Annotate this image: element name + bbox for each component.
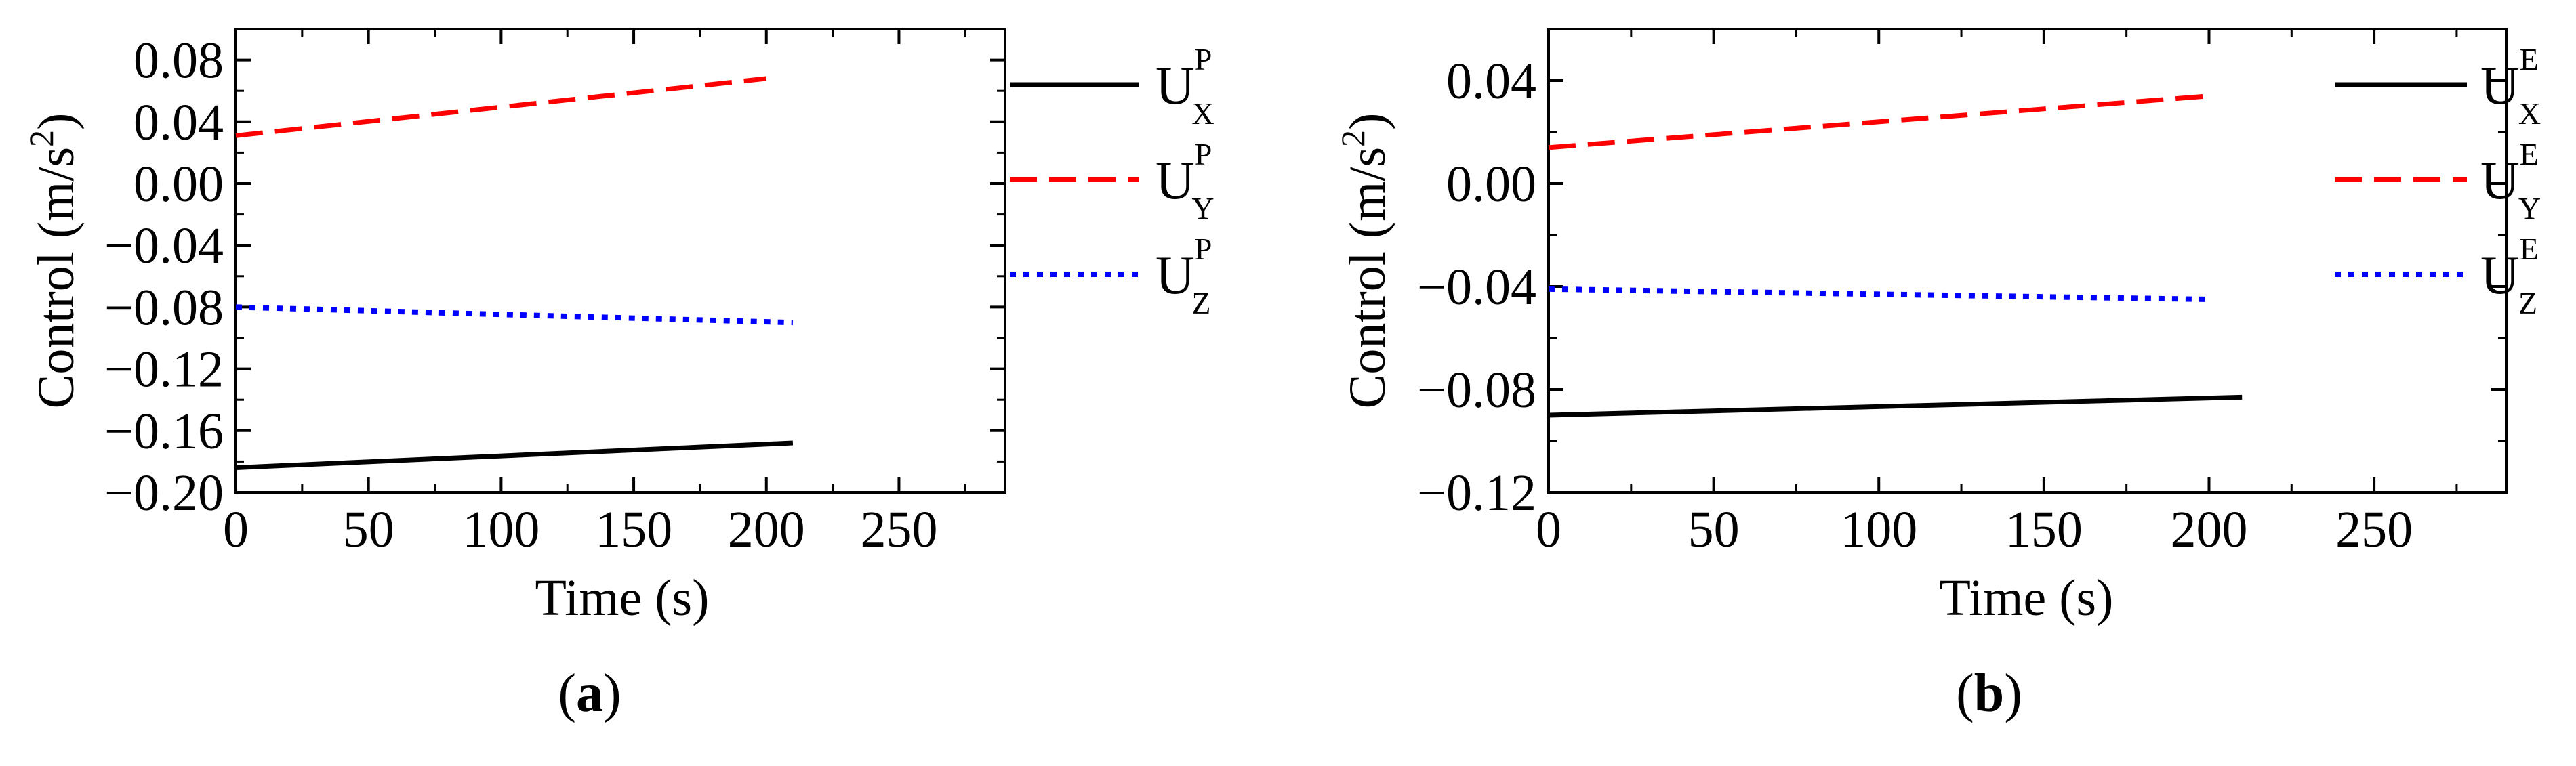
legend-sup: E <box>2520 137 2539 171</box>
plot-frame <box>234 28 1006 494</box>
legend-sub: Y <box>2518 191 2541 226</box>
legend-label-x: UP X <box>1156 42 1214 131</box>
series-line-y <box>1548 93 2209 150</box>
legend-sup: E <box>2520 42 2539 77</box>
legend-sub: Y <box>1191 191 1214 226</box>
legend-sub: Z <box>2518 286 2537 320</box>
legend-name: U <box>2480 246 2520 305</box>
legend-label-x: UE X <box>2480 42 2541 131</box>
y-tick-label: −0.04 <box>1417 259 1536 316</box>
x-tick-label: 50 <box>1688 501 1740 558</box>
y-axis-label-close: ) <box>1339 113 1396 130</box>
chart-panel-b: 0 50 100 150 200 250 0.04 0.00 −0.04 −0.08 −0.12 Ti… <box>1334 28 2541 723</box>
legend-sub: Z <box>1191 286 1210 320</box>
x-tick-label: 200 <box>728 501 805 558</box>
y-tick-label: −0.08 <box>104 279 224 336</box>
legend-sup: P <box>1195 232 1212 266</box>
series-line-x <box>1548 394 2243 418</box>
panel-caption-letter: b <box>1974 664 2005 723</box>
series-line-z <box>235 304 794 326</box>
x-tick-label: 200 <box>2170 501 2247 558</box>
chart-panel-a: 0 50 100 150 200 2500.080.040.00−0.04−0.08−0.… <box>22 28 1214 723</box>
legend-sup: P <box>1195 137 1212 171</box>
legend-label-y: UP Y <box>1156 137 1214 226</box>
legend-name: U <box>1156 246 1195 305</box>
y-tick-label: 0.04 <box>134 94 224 151</box>
y-tick-label: 0.08 <box>134 33 224 89</box>
y-tick-label: −0.12 <box>104 341 224 398</box>
legend-label-z: UE Z <box>2480 232 2539 320</box>
panel-caption: (a) <box>558 664 621 723</box>
y-tick-label: −0.16 <box>104 403 224 460</box>
y-tick-label: −0.20 <box>104 465 224 522</box>
y-axis-label-close: ) <box>28 113 85 130</box>
legend-name: U <box>1156 56 1195 116</box>
y-tick-label: −0.04 <box>104 217 224 274</box>
legend-sup: P <box>1195 42 1212 77</box>
panel-caption-letter: a <box>576 664 603 723</box>
x-axis-label: Time (s) <box>1940 570 2114 626</box>
y-axis-label-sup: 2 <box>1334 130 1372 147</box>
x-axis-label: Time (s) <box>535 570 710 626</box>
panel-caption-close: ) <box>2004 664 2022 723</box>
x-tick-label: 150 <box>2005 501 2083 558</box>
x-tick-label: 100 <box>1840 501 1917 558</box>
legend-sub: X <box>2518 96 2541 131</box>
y-axis-label: Control (m/s2) <box>1334 113 1396 409</box>
y-axis-label-sup: 2 <box>22 130 60 147</box>
legend-sup: E <box>2520 232 2539 266</box>
plot-frame <box>1547 28 2508 494</box>
y-tick-label: 0.00 <box>1446 156 1536 213</box>
legend-name: U <box>1156 151 1195 211</box>
panel-caption-open: ( <box>1956 664 1974 723</box>
y-axis-label-main: Control (m/s <box>1339 147 1396 408</box>
x-tick-label: 0 <box>223 501 249 558</box>
y-tick-label: 0.04 <box>1446 53 1536 110</box>
x-tick-label: 0 <box>1536 501 1561 558</box>
legend-label-z: UP Z <box>1156 232 1212 320</box>
x-tick-label: 150 <box>595 501 672 558</box>
x-tick-label: 50 <box>343 501 394 558</box>
panel-caption-open: ( <box>558 664 576 723</box>
y-tick-label: −0.12 <box>1417 465 1536 522</box>
panel-caption-close: ) <box>603 664 621 723</box>
x-tick-label: 250 <box>860 501 937 558</box>
series-line-z <box>1548 286 2209 302</box>
y-axis-label-main: Control (m/s <box>28 147 85 408</box>
legend-name: U <box>2480 56 2520 116</box>
x-tick-label: 100 <box>462 501 539 558</box>
legend-sub: X <box>1191 96 1214 131</box>
series-line-x <box>235 440 794 471</box>
series-line-y <box>235 76 767 138</box>
y-tick-label: 0.00 <box>134 156 224 213</box>
legend-label-y: UE Y <box>2480 137 2541 226</box>
x-tick-label: 250 <box>2335 501 2413 558</box>
y-tick-label: −0.08 <box>1417 362 1536 419</box>
legend-name: U <box>2480 151 2520 211</box>
panel-caption: (b) <box>1956 664 2022 723</box>
y-axis-label: Control (m/s2) <box>22 113 85 409</box>
